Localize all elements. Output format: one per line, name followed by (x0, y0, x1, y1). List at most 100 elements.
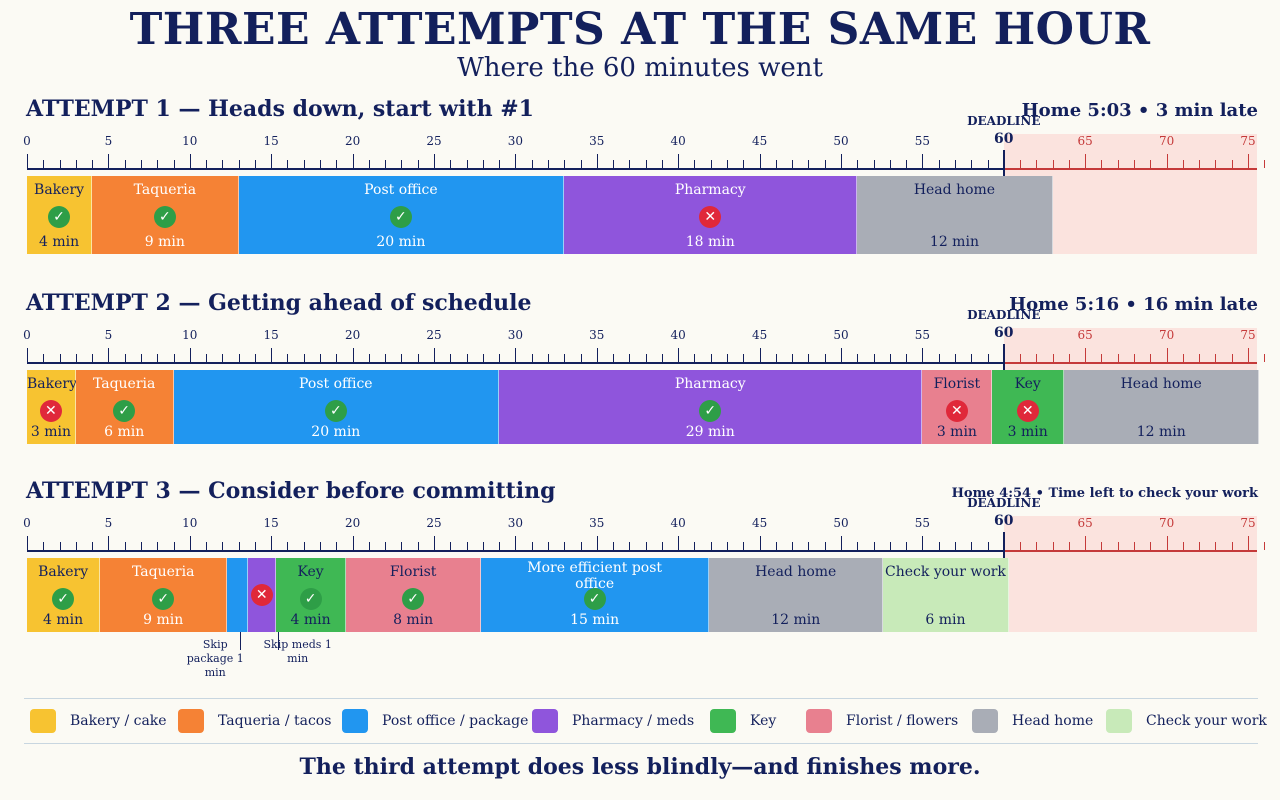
tick-label: 25 (426, 134, 442, 148)
axis-tick (320, 160, 322, 168)
axis-tick (482, 354, 484, 362)
axis-tick (434, 536, 435, 550)
segment-bakery: Bakery ✓ 4 min (27, 558, 101, 632)
tick-label: 75 (1240, 134, 1256, 148)
tick-label: 10 (182, 134, 198, 148)
segment-duration: 20 min (311, 424, 361, 440)
axis-tick (629, 354, 631, 362)
tick-label: 75 (1240, 328, 1256, 342)
axis-tick (1085, 348, 1087, 362)
check-icon: ✓ (48, 206, 71, 228)
axis-tick (385, 354, 387, 362)
axis-tick (124, 354, 126, 362)
axis-tick (906, 160, 908, 168)
axis-tick (173, 354, 175, 362)
axis-tick (189, 154, 191, 168)
axis-tick (710, 160, 712, 168)
axis-tick (352, 154, 354, 168)
axis-tick (1199, 542, 1201, 550)
axis-tick (352, 536, 354, 550)
segment-label: Florist (389, 564, 437, 580)
axis-tick (547, 542, 549, 550)
axis-tick (124, 160, 126, 168)
axis-tick (482, 160, 484, 168)
segment-label: Pharmacy (674, 376, 746, 392)
axis-tick (401, 160, 403, 168)
axis-tick (417, 354, 419, 362)
axis-tick (889, 160, 891, 168)
check-icon: ✓ (153, 206, 176, 228)
axis-tick (157, 160, 159, 168)
segment-duration: 4 min (38, 234, 80, 250)
axis-tick (743, 354, 745, 362)
footer-caption: The third attempt does less blindly—and … (299, 754, 981, 780)
axis-tick (792, 354, 794, 362)
axis-tick (1101, 542, 1103, 550)
axis-tick (873, 542, 875, 550)
tick-label: 30 (507, 516, 524, 530)
tick-label: 65 (1077, 516, 1093, 530)
tick-label: 35 (589, 516, 605, 530)
axis-tick (75, 354, 77, 362)
axis-tick (694, 542, 696, 550)
axis-tick (238, 542, 240, 550)
axis-tick (59, 354, 61, 362)
axis-tick (938, 160, 940, 168)
tick-label: 55 (914, 516, 931, 530)
axis-tick (157, 354, 159, 362)
axis-tick (531, 160, 533, 168)
axis-tick (206, 542, 208, 550)
tick-label: 45 (751, 516, 768, 530)
axis-tick (401, 354, 403, 362)
axis-tick (1134, 354, 1136, 362)
axis-tick (824, 160, 826, 168)
tick-label: 0 (23, 134, 31, 148)
axis-tick (1215, 542, 1217, 550)
axis-tick (1085, 154, 1087, 168)
axis-tick (873, 160, 875, 168)
axis-tick (1101, 354, 1103, 362)
axis-tick (189, 348, 191, 362)
axis-tick (759, 348, 761, 362)
axis-tick (75, 542, 77, 550)
axis-tick (92, 542, 94, 550)
tick-label: 0 (23, 516, 31, 530)
segment-florist: Florist ✓ 8 min (346, 558, 482, 632)
axis-tick (889, 354, 891, 362)
legend-label: Head home (1012, 713, 1094, 729)
tick-label: 40 (670, 328, 686, 342)
segment-label: Post office (299, 376, 373, 392)
tick-label: 50 (833, 516, 849, 530)
axis-tick (1182, 354, 1184, 362)
axis-tick (775, 354, 777, 362)
axis-tick (1215, 160, 1217, 168)
axis-tick (678, 536, 680, 550)
page-title: THREE ATTEMPTS AT THE SAME HOUR (129, 4, 1151, 55)
axis-tick (547, 160, 549, 168)
tick-label: 70 (1158, 134, 1175, 148)
axis-tick (1264, 160, 1266, 168)
cross-icon: ✕ (945, 400, 968, 422)
axis-tick (43, 354, 45, 362)
axis-tick (857, 160, 859, 168)
axis-tick (368, 542, 370, 550)
axis-tick (808, 542, 810, 550)
segment-skip: ✕ (248, 558, 277, 632)
axis-tick (987, 542, 989, 550)
axis-tick (173, 160, 175, 168)
cross-icon: ✕ (250, 584, 273, 606)
segment-bakery: Bakery ✕ 3 min (27, 370, 77, 444)
segment-duration: 4 min (290, 612, 331, 628)
axis-tick (59, 160, 61, 168)
axis-tick (1166, 348, 1168, 362)
axis-tick (727, 542, 729, 550)
axis-tick (938, 354, 940, 362)
skip-note-line (240, 632, 242, 650)
axis-tick (710, 354, 712, 362)
legend-swatch (532, 709, 558, 733)
tick-label: 20 (344, 516, 361, 530)
axis-tick (987, 354, 989, 362)
tick-label: 5 (104, 328, 113, 342)
axis-tick (108, 348, 110, 362)
segment-duration: 4 min (43, 612, 84, 628)
